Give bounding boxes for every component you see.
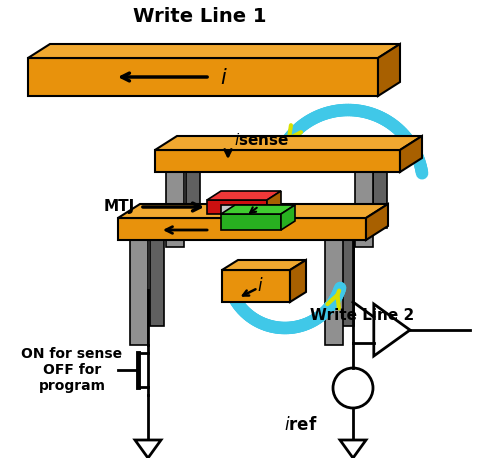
Bar	[355, 172, 373, 247]
Polygon shape	[290, 260, 306, 302]
Bar	[373, 158, 387, 228]
Polygon shape	[155, 150, 400, 172]
Polygon shape	[400, 136, 422, 172]
Text: $i$: $i$	[220, 68, 228, 88]
Bar	[340, 226, 354, 326]
Text: $i$: $i$	[257, 277, 263, 295]
Polygon shape	[207, 200, 267, 214]
Polygon shape	[222, 270, 290, 302]
Polygon shape	[267, 191, 281, 214]
Bar	[166, 172, 184, 247]
Bar	[130, 240, 148, 345]
Polygon shape	[118, 218, 366, 240]
Polygon shape	[28, 58, 378, 96]
Polygon shape	[378, 44, 400, 96]
Polygon shape	[340, 440, 366, 458]
Polygon shape	[281, 205, 295, 230]
Polygon shape	[28, 44, 400, 58]
Polygon shape	[366, 204, 388, 240]
Bar	[325, 240, 343, 345]
Bar	[150, 226, 164, 326]
Text: Write Line 2: Write Line 2	[310, 308, 414, 323]
Polygon shape	[118, 204, 388, 218]
Polygon shape	[207, 191, 281, 200]
Polygon shape	[222, 260, 306, 270]
Text: $i$ref: $i$ref	[285, 416, 318, 434]
Polygon shape	[155, 136, 422, 150]
Bar	[186, 158, 200, 228]
Text: Write Line 1: Write Line 1	[133, 6, 267, 26]
Text: ON for sense
OFF for
program: ON for sense OFF for program	[21, 347, 123, 393]
Text: $i$sense: $i$sense	[234, 132, 289, 148]
Polygon shape	[221, 214, 281, 230]
Polygon shape	[221, 205, 295, 214]
Circle shape	[333, 368, 373, 408]
Polygon shape	[221, 205, 281, 214]
Polygon shape	[374, 304, 410, 356]
Polygon shape	[135, 440, 161, 458]
Text: MTJ: MTJ	[104, 200, 135, 214]
